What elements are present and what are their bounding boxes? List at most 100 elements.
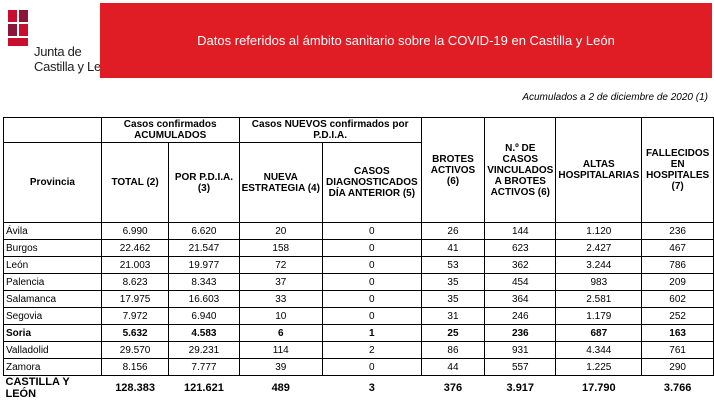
cell: 144	[484, 222, 557, 240]
data-row: Ávila 6.990 6.620 20 0 26 144 1.120 236	[3, 222, 714, 240]
cell: 8.156	[100, 358, 170, 376]
cell: 3.244	[555, 256, 643, 274]
title-banner: Datos referidos al ámbito sanitario sobr…	[100, 3, 712, 78]
cell: 557	[484, 358, 557, 376]
column-header: Provincia	[3, 142, 102, 223]
column-header: POR P.D.I.A. (3)	[168, 142, 240, 223]
cell: 0	[321, 256, 422, 274]
data-row: Burgos 22.462 21.547 158 0 41 623 2.427 467	[3, 239, 714, 257]
data-row: Segovia 7.972 6.940 10 0 31 246 1.179 252	[3, 307, 714, 325]
cell: 786	[641, 256, 714, 274]
cell: 39	[238, 358, 323, 376]
cell: 2	[321, 341, 422, 359]
cell: Valladolid	[3, 341, 102, 359]
cell: 8.623	[100, 273, 170, 291]
cell: 7.972	[100, 307, 170, 325]
cell: 209	[641, 273, 714, 291]
cell: 246	[484, 307, 557, 325]
data-row: León 21.003 19.977 72 0 53 362 3.244 786	[3, 256, 714, 274]
cell: 290	[641, 358, 714, 376]
cell: 7.777	[168, 358, 240, 376]
cell: 0	[321, 273, 422, 291]
cell: 1.225	[555, 358, 643, 376]
cell: Soria	[3, 324, 102, 342]
cell: 31	[420, 307, 486, 325]
cell: Burgos	[3, 239, 102, 257]
group-header: Casos confirmados ACUMULADOS	[100, 117, 240, 143]
total-cell: CASTILLA Y LEÓN	[5, 376, 70, 400]
cell: 163	[641, 324, 714, 342]
cell: 29.231	[168, 341, 240, 359]
cell: 26	[420, 222, 486, 240]
cell: 2.427	[555, 239, 643, 257]
cell: 687	[555, 324, 643, 342]
data-row: Salamanca 17.975 16.603 33 0 35 364 2.581 602	[3, 290, 714, 308]
cell: 1.179	[555, 307, 643, 325]
cell: 0	[321, 307, 422, 325]
total-cell: 489	[271, 382, 290, 394]
cell: 0	[321, 222, 422, 240]
cell: 623	[484, 239, 557, 257]
cell: 6	[238, 324, 323, 342]
cell: Zamora	[3, 358, 102, 376]
column-header: NUEVA ESTRATEGIA (4)	[238, 142, 323, 223]
cell: 37	[238, 273, 323, 291]
cell: 86	[420, 341, 486, 359]
column-header: FALLECIDOS EN HOSPITALES (7)	[641, 117, 714, 223]
group-header: Casos NUEVOS confirmados por P.D.I.A.	[238, 117, 422, 143]
cell: Salamanca	[3, 290, 102, 308]
cell: León	[3, 256, 102, 274]
cell: 16.603	[168, 290, 240, 308]
cell: 0	[321, 358, 422, 376]
cell: 4.344	[555, 341, 643, 359]
cell: 252	[641, 307, 714, 325]
data-row: Palencia 8.623 8.343 37 0 35 454 983 209	[3, 273, 714, 291]
logo-text: Castilla y León	[34, 59, 115, 74]
column-header: ALTAS HOSPITALARIAS	[555, 117, 643, 223]
cell: 0	[321, 290, 422, 308]
cell: 35	[420, 290, 486, 308]
cell: 6.940	[168, 307, 240, 325]
cell: 44	[420, 358, 486, 376]
cell: 53	[420, 256, 486, 274]
cell: 114	[238, 341, 323, 359]
cell: 4.583	[168, 324, 240, 342]
cell: 362	[484, 256, 557, 274]
data-row: Valladolid 29.570 29.231 114 2 86 931 4.344 761	[3, 341, 714, 359]
column-header: N.º DE CASOS VINCULADOS A BROTES ACTIVOS…	[484, 117, 557, 223]
column-header: TOTAL (2)	[100, 142, 170, 223]
cell: 1	[321, 324, 422, 342]
cell: 0	[321, 239, 422, 257]
cell: 2.581	[555, 290, 643, 308]
cell: 6.620	[168, 222, 240, 240]
total-cell: 128.383	[115, 382, 155, 394]
total-cell: 3	[368, 382, 375, 394]
cell: 22.462	[100, 239, 170, 257]
cell: 454	[484, 273, 557, 291]
cell: 236	[484, 324, 557, 342]
data-row: Soria 5.632 4.583 6 1 25 236 687 163	[3, 324, 714, 342]
total-cell: 3.917	[506, 382, 535, 394]
cell: 35	[420, 273, 486, 291]
note: Acumulados a 2 de diciembre de 2020 (1)	[522, 92, 708, 103]
cell: 10	[238, 307, 323, 325]
logo-emblem	[8, 10, 28, 46]
cell: 21.003	[100, 256, 170, 274]
data-table: Casos confirmados ACUMULADOS Casos NUEVOS…	[3, 117, 714, 400]
cell: 33	[238, 290, 323, 308]
cell: 25	[420, 324, 486, 342]
cell: 19.977	[168, 256, 240, 274]
title: Datos referidos al ámbito sanitario sobr…	[197, 33, 615, 48]
cell: 602	[641, 290, 714, 308]
header-cell	[3, 117, 102, 143]
cell: 931	[484, 341, 557, 359]
cell: 158	[238, 239, 323, 257]
column-header: CASOS DIAGNOSTICADOS DÍA ANTERIOR (5)	[321, 142, 422, 223]
cell: Segovia	[3, 307, 102, 325]
cell: Ávila	[3, 222, 102, 240]
cell: 29.570	[100, 341, 170, 359]
logo-text: Junta de	[34, 44, 82, 59]
logo: Junta de Castilla y León	[6, 8, 115, 74]
group-row: Casos confirmados ACUMULADOS Casos NUEVOS…	[3, 117, 714, 223]
